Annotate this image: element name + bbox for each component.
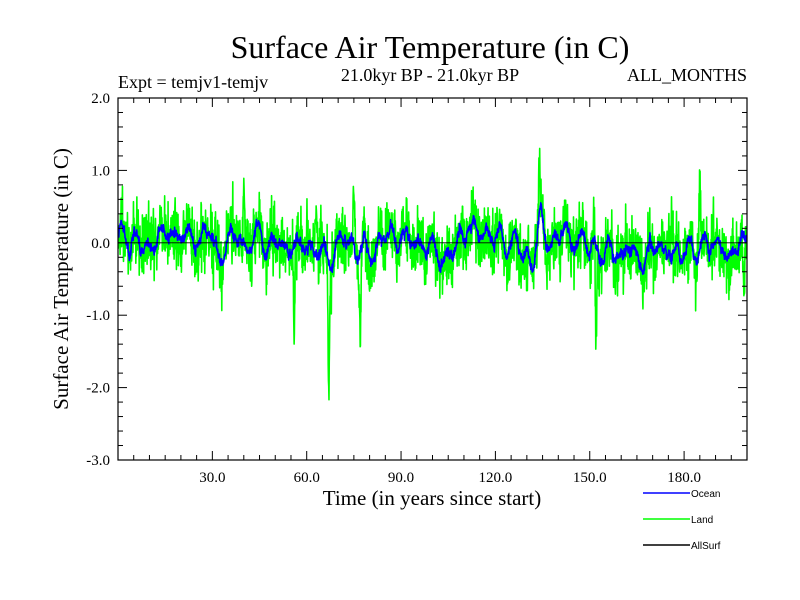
- y-tick-label: -3.0: [86, 453, 110, 469]
- legend: Ocean Land AllSurf: [643, 489, 721, 552]
- chart-title: Surface Air Temperature (in C): [231, 29, 630, 65]
- y-axis-label: Surface Air Temperature (in C): [49, 148, 73, 410]
- legend-label-allsurf: AllSurf: [691, 541, 721, 552]
- x-tick-label: 30.0: [199, 470, 225, 486]
- months-label: ALL_MONTHS: [627, 65, 747, 85]
- y-tick-label: -2.0: [86, 381, 110, 397]
- x-tick-label: 120.0: [479, 470, 513, 486]
- x-tick-label: 180.0: [667, 470, 701, 486]
- time-range-label: 21.0kyr BP - 21.0kyr BP: [341, 65, 519, 85]
- x-axis-label: Time (in years since start): [323, 486, 542, 510]
- x-tick-label: 60.0: [294, 470, 320, 486]
- series-line-ocean: [118, 201, 747, 276]
- series-line-land: [118, 147, 747, 401]
- x-tick-label: 90.0: [388, 470, 414, 486]
- legend-label-land: Land: [691, 515, 713, 526]
- y-tick-label: 2.0: [91, 91, 110, 107]
- x-tick-label: 150.0: [573, 470, 607, 486]
- y-tick-label: 0.0: [91, 236, 110, 252]
- y-tick-label: -1.0: [86, 308, 110, 324]
- y-tick-label: 1.0: [91, 163, 110, 179]
- legend-label-ocean: Ocean: [691, 489, 720, 500]
- experiment-label: Expt = temjv1-temjv: [118, 72, 268, 92]
